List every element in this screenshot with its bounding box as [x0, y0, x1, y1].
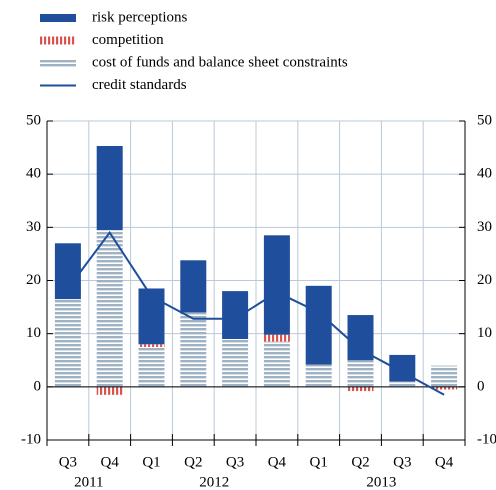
bar-segment [138, 288, 165, 345]
x-tick-label: Q3 [393, 454, 411, 470]
y2-tick-label: 10 [477, 325, 492, 341]
y-tick-label: 20 [26, 272, 41, 288]
bar-segment [138, 346, 165, 387]
bar-segment [54, 299, 81, 387]
bars [54, 145, 458, 395]
x-group-label: 2013 [366, 474, 396, 490]
x-group-label: 2011 [74, 474, 103, 490]
y-tick-label: 30 [26, 219, 41, 235]
bar-segment [222, 291, 249, 339]
x-tick-label: Q1 [142, 454, 160, 470]
y2-tick-label: 50 [477, 112, 492, 128]
bar-segment [180, 260, 207, 313]
bar-segment [222, 338, 249, 387]
bar-segment [347, 386, 374, 392]
x-tick-label: Q4 [268, 454, 287, 470]
legend-label: competition [92, 32, 164, 48]
y2-tick-label: 20 [477, 272, 492, 288]
bar-segment [347, 315, 374, 361]
line-series [67, 230, 445, 396]
bar-segment [263, 235, 290, 335]
y2-tick-label: 0 [477, 378, 485, 394]
bar-segment [389, 381, 416, 387]
y-tick-label: 10 [26, 325, 41, 341]
bar-segment [431, 365, 458, 387]
legend-label: cost of funds and balance sheet constrai… [92, 54, 348, 70]
x-tick-label: Q2 [184, 454, 202, 470]
bar-segment [263, 341, 290, 387]
y2-tick-label: 40 [477, 166, 492, 182]
bar-segment [180, 312, 207, 387]
y-tick-label: 50 [26, 112, 41, 128]
bar-segment [431, 386, 458, 390]
legend-swatch [40, 14, 76, 22]
x-tick-label: Q4 [435, 454, 454, 470]
bar-segment [96, 145, 123, 230]
y-tick-label: 40 [26, 166, 41, 182]
x-tick-label: Q1 [310, 454, 328, 470]
legend-label: credit standards [92, 77, 187, 93]
legend-label: risk perceptions [92, 9, 188, 25]
bar-segment [263, 334, 290, 342]
bar-segment [96, 229, 123, 387]
x-tick-label: Q3 [226, 454, 244, 470]
y2-tick-label: -10 [477, 431, 496, 447]
x-tick-label: Q2 [351, 454, 369, 470]
y-tick-label: 0 [34, 378, 42, 394]
y2-tick-label: 30 [477, 219, 492, 235]
bar-segment [138, 344, 165, 347]
foreground: -10 0 10 20 30 40 50 -10 0 10 20 30 40 50 Q3 Q4 Q1 Q2 Q3 Q4… [21, 9, 496, 490]
bar-segment [96, 386, 123, 395]
legend-swatch [40, 36, 76, 45]
y-tick-label: -10 [21, 431, 41, 447]
bar-segment [54, 243, 81, 300]
legend-swatch [40, 59, 76, 67]
x-group-label: 2012 [199, 474, 229, 490]
x-tick-label: Q4 [101, 454, 120, 470]
x-tick-label: Q3 [59, 454, 77, 470]
bar-segment [347, 360, 374, 387]
bar-segment [305, 285, 332, 365]
bar-segment [305, 364, 332, 387]
